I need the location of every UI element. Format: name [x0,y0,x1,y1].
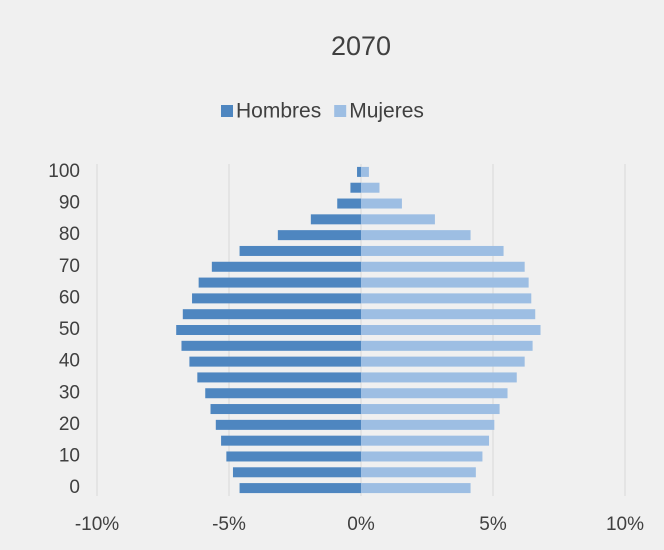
bar [205,388,361,399]
x-tick-label: -10% [75,514,119,535]
y-tick-label: 50 [59,319,80,340]
y-tick-label: 70 [59,256,80,277]
legend-swatch [334,105,347,117]
bar [361,435,490,446]
bar [361,419,495,430]
bar [361,261,525,272]
chart-title: 2070 [331,31,391,61]
bar [215,419,361,430]
bar [226,451,361,462]
x-tick-label: 5% [479,514,507,535]
bar [182,309,361,320]
x-tick-label: 0% [347,514,375,535]
bar [181,340,361,351]
bar [361,309,536,320]
bar [361,245,504,256]
bar [361,325,541,335]
bar [277,230,361,241]
bar [361,293,532,304]
y-tick-label: 60 [59,287,80,308]
bar [198,277,361,288]
bar [176,325,361,335]
bar [221,435,361,446]
bar [239,483,361,494]
bar [361,483,471,494]
bar [192,293,361,304]
bar [361,404,500,415]
bar [361,372,517,383]
x-tick-label: -5% [212,514,246,535]
y-tick-label: 40 [59,351,80,372]
y-tick-label: 0 [69,477,80,498]
bar [239,245,361,256]
bar [197,372,361,383]
bar [232,467,361,478]
y-tick-label: 80 [59,224,80,245]
bar [357,166,361,177]
bar [361,356,525,367]
x-tick-label: 10% [606,514,644,535]
bar [361,340,533,351]
legend-label: Mujeres [349,100,424,123]
bar [361,166,369,177]
bar [361,451,483,462]
bar [337,198,361,209]
bar [310,214,361,225]
bar [361,230,471,241]
y-tick-label: 100 [48,161,80,182]
bar [361,277,529,288]
bar [361,388,508,399]
bar [210,404,361,415]
bar [361,182,380,193]
bar [211,261,361,272]
legend-label: Hombres [236,100,321,123]
bar [361,214,435,225]
bar [361,467,476,478]
legend-swatch [221,105,233,117]
y-tick-label: 30 [59,382,80,403]
y-tick-label: 90 [59,193,80,214]
bar [361,198,402,209]
bar [189,356,361,367]
bar [350,182,361,193]
y-tick-label: 20 [59,414,80,435]
y-tick-label: 10 [59,445,80,466]
